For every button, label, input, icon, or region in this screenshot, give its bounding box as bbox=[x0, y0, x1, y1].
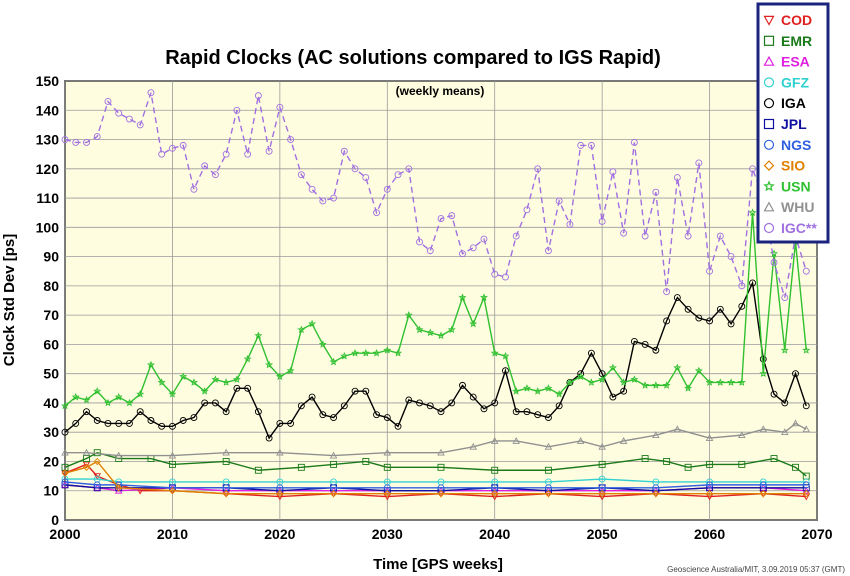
y-tick-label: 140 bbox=[36, 102, 60, 118]
legend-label-usn: USN bbox=[781, 178, 811, 194]
x-tick-label: 2050 bbox=[587, 526, 618, 542]
y-tick-label: 60 bbox=[43, 336, 59, 352]
legend-label-jpl: JPL bbox=[781, 116, 807, 132]
legend-label-whu: WHU bbox=[781, 199, 814, 215]
credit-note: Geoscience Australia/MIT, 3.09.2019 05:3… bbox=[667, 565, 845, 574]
legend-label-cod: COD bbox=[781, 12, 812, 28]
y-tick-label: 70 bbox=[43, 307, 59, 323]
x-tick-label: 2000 bbox=[49, 526, 80, 542]
legend-label-ngs: NGS bbox=[781, 137, 811, 153]
x-axis-label: Time [GPS weeks] bbox=[373, 556, 503, 573]
y-tick-label: 0 bbox=[51, 512, 59, 528]
y-tick-label: 80 bbox=[43, 278, 59, 294]
y-tick-label: 120 bbox=[36, 161, 60, 177]
x-tick-label: 2060 bbox=[694, 526, 725, 542]
y-tick-label: 30 bbox=[43, 424, 59, 440]
legend-label-emr: EMR bbox=[781, 33, 812, 49]
y-tick-label: 110 bbox=[36, 190, 59, 206]
y-tick-label: 100 bbox=[36, 219, 60, 235]
y-tick-label: 130 bbox=[36, 132, 60, 148]
y-tick-label: 40 bbox=[43, 395, 59, 411]
chart-subtitle: (weekly means) bbox=[396, 84, 485, 98]
y-tick-label: 50 bbox=[43, 366, 59, 382]
legend-label-esa: ESA bbox=[781, 54, 810, 70]
legend: COD EMR ESA GFZ IGA JPL NGS SIO USN WHU IGC** bbox=[758, 4, 828, 242]
x-tick-label: 2040 bbox=[479, 526, 510, 542]
y-tick-label: 90 bbox=[43, 249, 59, 265]
chart-title: Rapid Clocks (AC solutions compared to I… bbox=[165, 47, 661, 69]
y-tick-label: 10 bbox=[43, 483, 59, 499]
chart: 2000 2010 2020 2030 2040 2050 2060 207001020304… bbox=[0, 0, 850, 576]
x-tick-label: 2020 bbox=[264, 526, 295, 542]
legend-label-iga: IGA bbox=[781, 95, 806, 111]
y-axis-label: Clock Std Dev [ps] bbox=[1, 234, 18, 367]
x-tick-label: 2030 bbox=[372, 526, 403, 542]
y-tick-label: 150 bbox=[36, 73, 60, 89]
y-tick-label: 20 bbox=[43, 453, 59, 469]
x-tick-label: 2070 bbox=[801, 526, 832, 542]
legend-label-sio: SIO bbox=[781, 158, 805, 174]
legend-label-igc: IGC** bbox=[781, 220, 817, 236]
x-tick-label: 2010 bbox=[157, 526, 188, 542]
legend-label-gfz: GFZ bbox=[781, 74, 809, 90]
